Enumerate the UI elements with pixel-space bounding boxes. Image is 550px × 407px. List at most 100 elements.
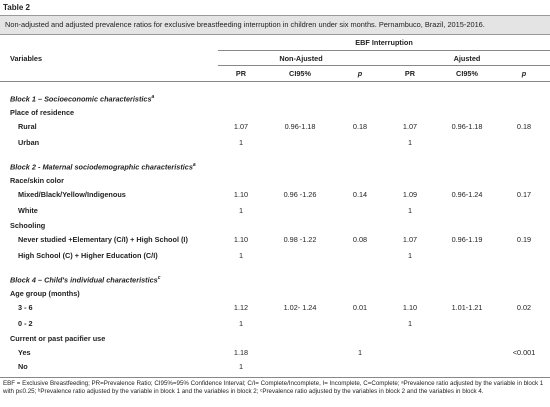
cell <box>336 361 384 373</box>
cell: 1.10 <box>233 190 249 200</box>
cell: 1.10 <box>402 303 418 313</box>
column-header: PR <box>384 65 436 82</box>
row-label: White <box>18 205 38 215</box>
cell <box>264 345 336 361</box>
header-cell: Variables <box>0 35 218 82</box>
cell: 0.19 <box>516 235 532 245</box>
block-title: Block 2 - Maternal sociodemographic char… <box>0 150 550 173</box>
cell <box>264 316 336 332</box>
row-label: Rural <box>18 122 37 132</box>
cell <box>498 203 550 219</box>
block-row: Block 2 - Maternal sociodemographic char… <box>0 150 550 173</box>
cell <box>436 316 498 332</box>
cell: 1.07 <box>402 122 418 132</box>
cell <box>264 203 336 219</box>
cell <box>336 316 384 332</box>
data-row: Never studied +Elementary (C/I) + High S… <box>0 232 550 248</box>
group-label: Race/skin color <box>10 175 64 185</box>
column-header: CI95% <box>436 65 498 82</box>
row-label: Never studied +Elementary (C/I) + High S… <box>18 235 188 245</box>
group-label: Age group (months) <box>10 288 80 298</box>
data-row: White 1 1 <box>0 203 550 219</box>
cell: <0.001 <box>512 348 536 358</box>
row-label: High School (C) + Higher Education (C/I) <box>18 250 158 260</box>
cell <box>336 135 384 151</box>
data-row: Rural 1.07 0.96-1.18 0.18 1.07 0.96-1.18 0.18 <box>0 119 550 135</box>
cell <box>436 203 498 219</box>
block-title-text: Block 1 – Socioeconomic characteristics <box>10 94 152 103</box>
cell: 0.18 <box>352 122 368 132</box>
cell <box>498 135 550 151</box>
cell: 1.18 <box>233 348 249 358</box>
cell: 0.02 <box>516 303 532 313</box>
cell: 0.96-1.18 <box>451 122 483 132</box>
cell: 0.14 <box>352 190 368 200</box>
column-header: CI95% <box>264 65 336 82</box>
data-row: 0 - 2 1 1 <box>0 316 550 332</box>
cell <box>336 203 384 219</box>
cell: 1 <box>238 362 244 371</box>
block-title: Block 1 – Socioeconomic characteristicsa <box>0 82 550 106</box>
group-row: Age group (months) <box>0 286 550 300</box>
cell <box>384 361 436 373</box>
cell: 1.12 <box>233 303 249 313</box>
block-title-sup: c <box>157 274 161 281</box>
cell <box>384 345 436 361</box>
table-body: Block 1 – Socioeconomic characteristicsa… <box>0 82 550 373</box>
data-row: 3 - 6 1.12 1.02- 1.24 0.01 1.10 1.01-1.21 0.02 <box>0 300 550 316</box>
header-cell: Non-Ajusted <box>218 50 384 66</box>
footnote: EBF = Exclusive Breastfeeding; PR=Preval… <box>0 376 550 396</box>
data-row: Urban 1 1 <box>0 135 550 151</box>
group-row: Schooling <box>0 218 550 232</box>
cell <box>336 248 384 264</box>
row-label: Mixed/Black/Yellow/Indigenous <box>18 190 126 200</box>
block-title: Block 4 – Child's individual characteris… <box>0 263 550 286</box>
cell: 0.96 -1.26 <box>283 190 317 200</box>
cell: 1 <box>407 137 413 147</box>
cell <box>436 345 498 361</box>
column-header: p <box>498 65 550 82</box>
cell: 1 <box>238 250 244 260</box>
header-cell: Ajusted <box>384 50 550 66</box>
cell <box>498 248 550 264</box>
row-label: 3 - 6 <box>18 303 33 313</box>
cell: 1.10 <box>233 235 249 245</box>
cell: 1 <box>407 318 413 328</box>
cell: 0.01 <box>352 303 368 313</box>
cell <box>498 361 550 373</box>
group-label: Schooling <box>10 220 46 230</box>
cell: 1.07 <box>233 122 249 132</box>
cell: 0.18 <box>516 122 532 132</box>
group-label: Place of residence <box>10 107 75 117</box>
cell: 0.96-1.18 <box>284 122 316 132</box>
cell: 1.07 <box>402 235 418 245</box>
cell: 0.08 <box>352 235 368 245</box>
cell: 1.09 <box>402 190 418 200</box>
cell: 1 <box>238 137 244 147</box>
cell: 1 <box>407 205 413 215</box>
cell: 0.17 <box>516 190 532 200</box>
block-row: Block 4 – Child's individual characteris… <box>0 263 550 286</box>
data-row: High School (C) + Higher Education (C/I)… <box>0 248 550 264</box>
cell: 0.96-1.19 <box>451 235 483 245</box>
data-row: Mixed/Black/Yellow/Indigenous 1.10 0.96 -1… <box>0 187 550 203</box>
cell <box>498 316 550 332</box>
row-label: Urban <box>18 137 40 147</box>
cell: 1 <box>407 250 413 260</box>
data-row: Yes 1.18 1 <0.001 <box>0 345 550 361</box>
cell: 0.98 -1.22 <box>283 235 317 245</box>
block-title-sup: a <box>151 93 155 100</box>
block-title-text: Block 4 – Child's individual characteris… <box>10 275 158 284</box>
block-title-text: Block 2 - Maternal sociodemographic char… <box>10 162 193 171</box>
table-header: Variables EBF Interruption Non-Ajusted A… <box>0 35 550 82</box>
cell: 1.02- 1.24 <box>283 303 317 313</box>
cell <box>264 361 336 373</box>
group-row: Current or past pacifier use <box>0 331 550 345</box>
cell <box>264 248 336 264</box>
cell <box>436 135 498 151</box>
group-label: Current or past pacifier use <box>10 333 106 343</box>
block-row: Block 1 – Socioeconomic characteristicsa <box>0 82 550 106</box>
cell: 1.01-1.21 <box>451 303 483 313</box>
